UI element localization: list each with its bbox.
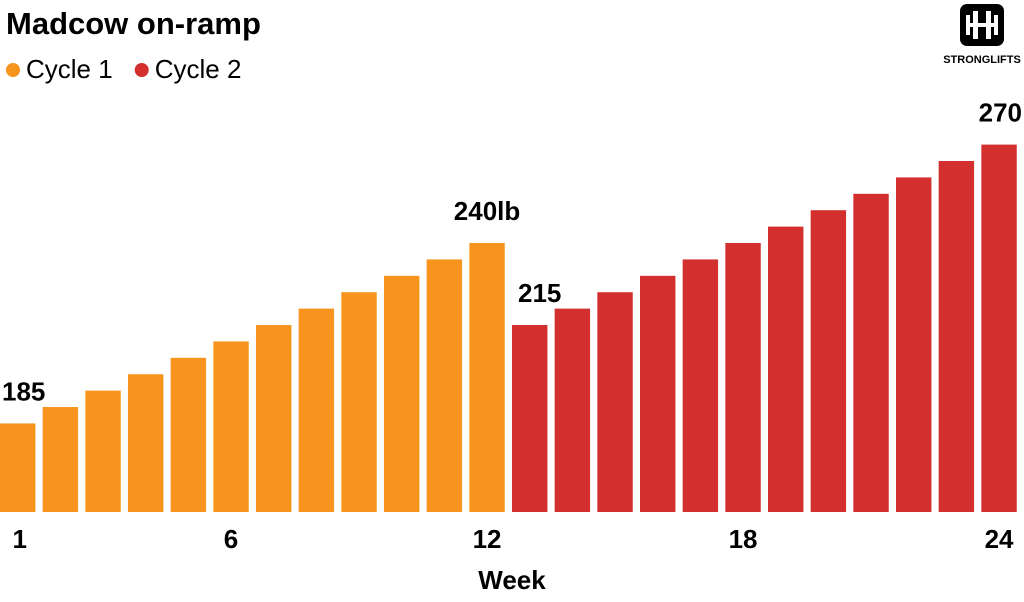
- x-tick-label: 12: [473, 524, 502, 554]
- bar: [853, 193, 889, 512]
- bar: [469, 243, 505, 513]
- bar: [597, 292, 633, 512]
- bar: [298, 308, 335, 512]
- legend-marker: [134, 63, 149, 77]
- legend-label: Cycle 2: [155, 54, 242, 84]
- bar: [42, 407, 79, 512]
- bar: [0, 423, 36, 512]
- bar: [426, 259, 463, 512]
- x-axis-label: Week: [478, 565, 546, 595]
- bar: [768, 226, 804, 512]
- bar: [810, 210, 847, 512]
- x-tick-label: 18: [729, 524, 758, 554]
- chart-title: Madcow on-ramp: [6, 6, 261, 41]
- bar: [554, 308, 591, 512]
- bar: [682, 259, 719, 512]
- logo-plate: [966, 15, 970, 35]
- data-label: 185: [2, 376, 45, 406]
- logo-plate: [994, 15, 998, 35]
- bar: [170, 357, 207, 512]
- bar: [256, 325, 292, 512]
- bar: [896, 177, 932, 512]
- bar: [128, 374, 164, 512]
- legend-label: Cycle 1: [26, 54, 113, 84]
- bar: [725, 243, 761, 513]
- data-label: 215: [518, 278, 561, 308]
- logo-bar: [970, 23, 994, 27]
- legend-marker: [6, 63, 20, 77]
- bar: [213, 341, 249, 512]
- data-label: 270: [979, 97, 1022, 127]
- bar: [384, 275, 420, 512]
- bar: [512, 325, 548, 512]
- x-tick-label: 6: [224, 524, 238, 554]
- bar: [85, 390, 121, 512]
- data-label: 240lb: [454, 196, 521, 226]
- logo: STRONGLIFTS: [943, 4, 1021, 66]
- x-tick-label: 24: [985, 524, 1014, 554]
- bar: [981, 144, 1017, 512]
- bar: [938, 161, 975, 512]
- bar: [341, 292, 377, 512]
- logo-text: STRONGLIFTS: [943, 54, 1021, 66]
- x-tick-label: 1: [12, 524, 26, 554]
- bar: [640, 275, 676, 512]
